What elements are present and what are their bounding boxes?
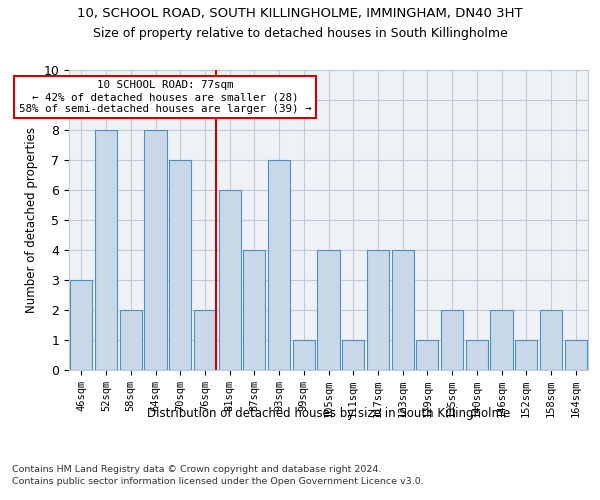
- Bar: [367, 250, 389, 370]
- Bar: [268, 160, 290, 370]
- Bar: [342, 340, 364, 370]
- Bar: [145, 130, 167, 370]
- Bar: [416, 340, 439, 370]
- Bar: [70, 280, 92, 370]
- Text: Contains public sector information licensed under the Open Government Licence v3: Contains public sector information licen…: [12, 478, 424, 486]
- Text: Size of property relative to detached houses in South Killingholme: Size of property relative to detached ho…: [92, 28, 508, 40]
- Bar: [540, 310, 562, 370]
- Bar: [392, 250, 414, 370]
- Text: Distribution of detached houses by size in South Killingholme: Distribution of detached houses by size …: [147, 408, 511, 420]
- Bar: [490, 310, 512, 370]
- Bar: [243, 250, 265, 370]
- Bar: [194, 310, 216, 370]
- Text: 10, SCHOOL ROAD, SOUTH KILLINGHOLME, IMMINGHAM, DN40 3HT: 10, SCHOOL ROAD, SOUTH KILLINGHOLME, IMM…: [77, 8, 523, 20]
- Y-axis label: Number of detached properties: Number of detached properties: [25, 127, 38, 313]
- Text: 10 SCHOOL ROAD: 77sqm
← 42% of detached houses are smaller (28)
58% of semi-deta: 10 SCHOOL ROAD: 77sqm ← 42% of detached …: [19, 80, 311, 114]
- Bar: [565, 340, 587, 370]
- Bar: [119, 310, 142, 370]
- Text: Contains HM Land Registry data © Crown copyright and database right 2024.: Contains HM Land Registry data © Crown c…: [12, 465, 382, 474]
- Bar: [169, 160, 191, 370]
- Bar: [218, 190, 241, 370]
- Bar: [95, 130, 117, 370]
- Bar: [293, 340, 315, 370]
- Bar: [515, 340, 538, 370]
- Bar: [317, 250, 340, 370]
- Bar: [466, 340, 488, 370]
- Bar: [441, 310, 463, 370]
